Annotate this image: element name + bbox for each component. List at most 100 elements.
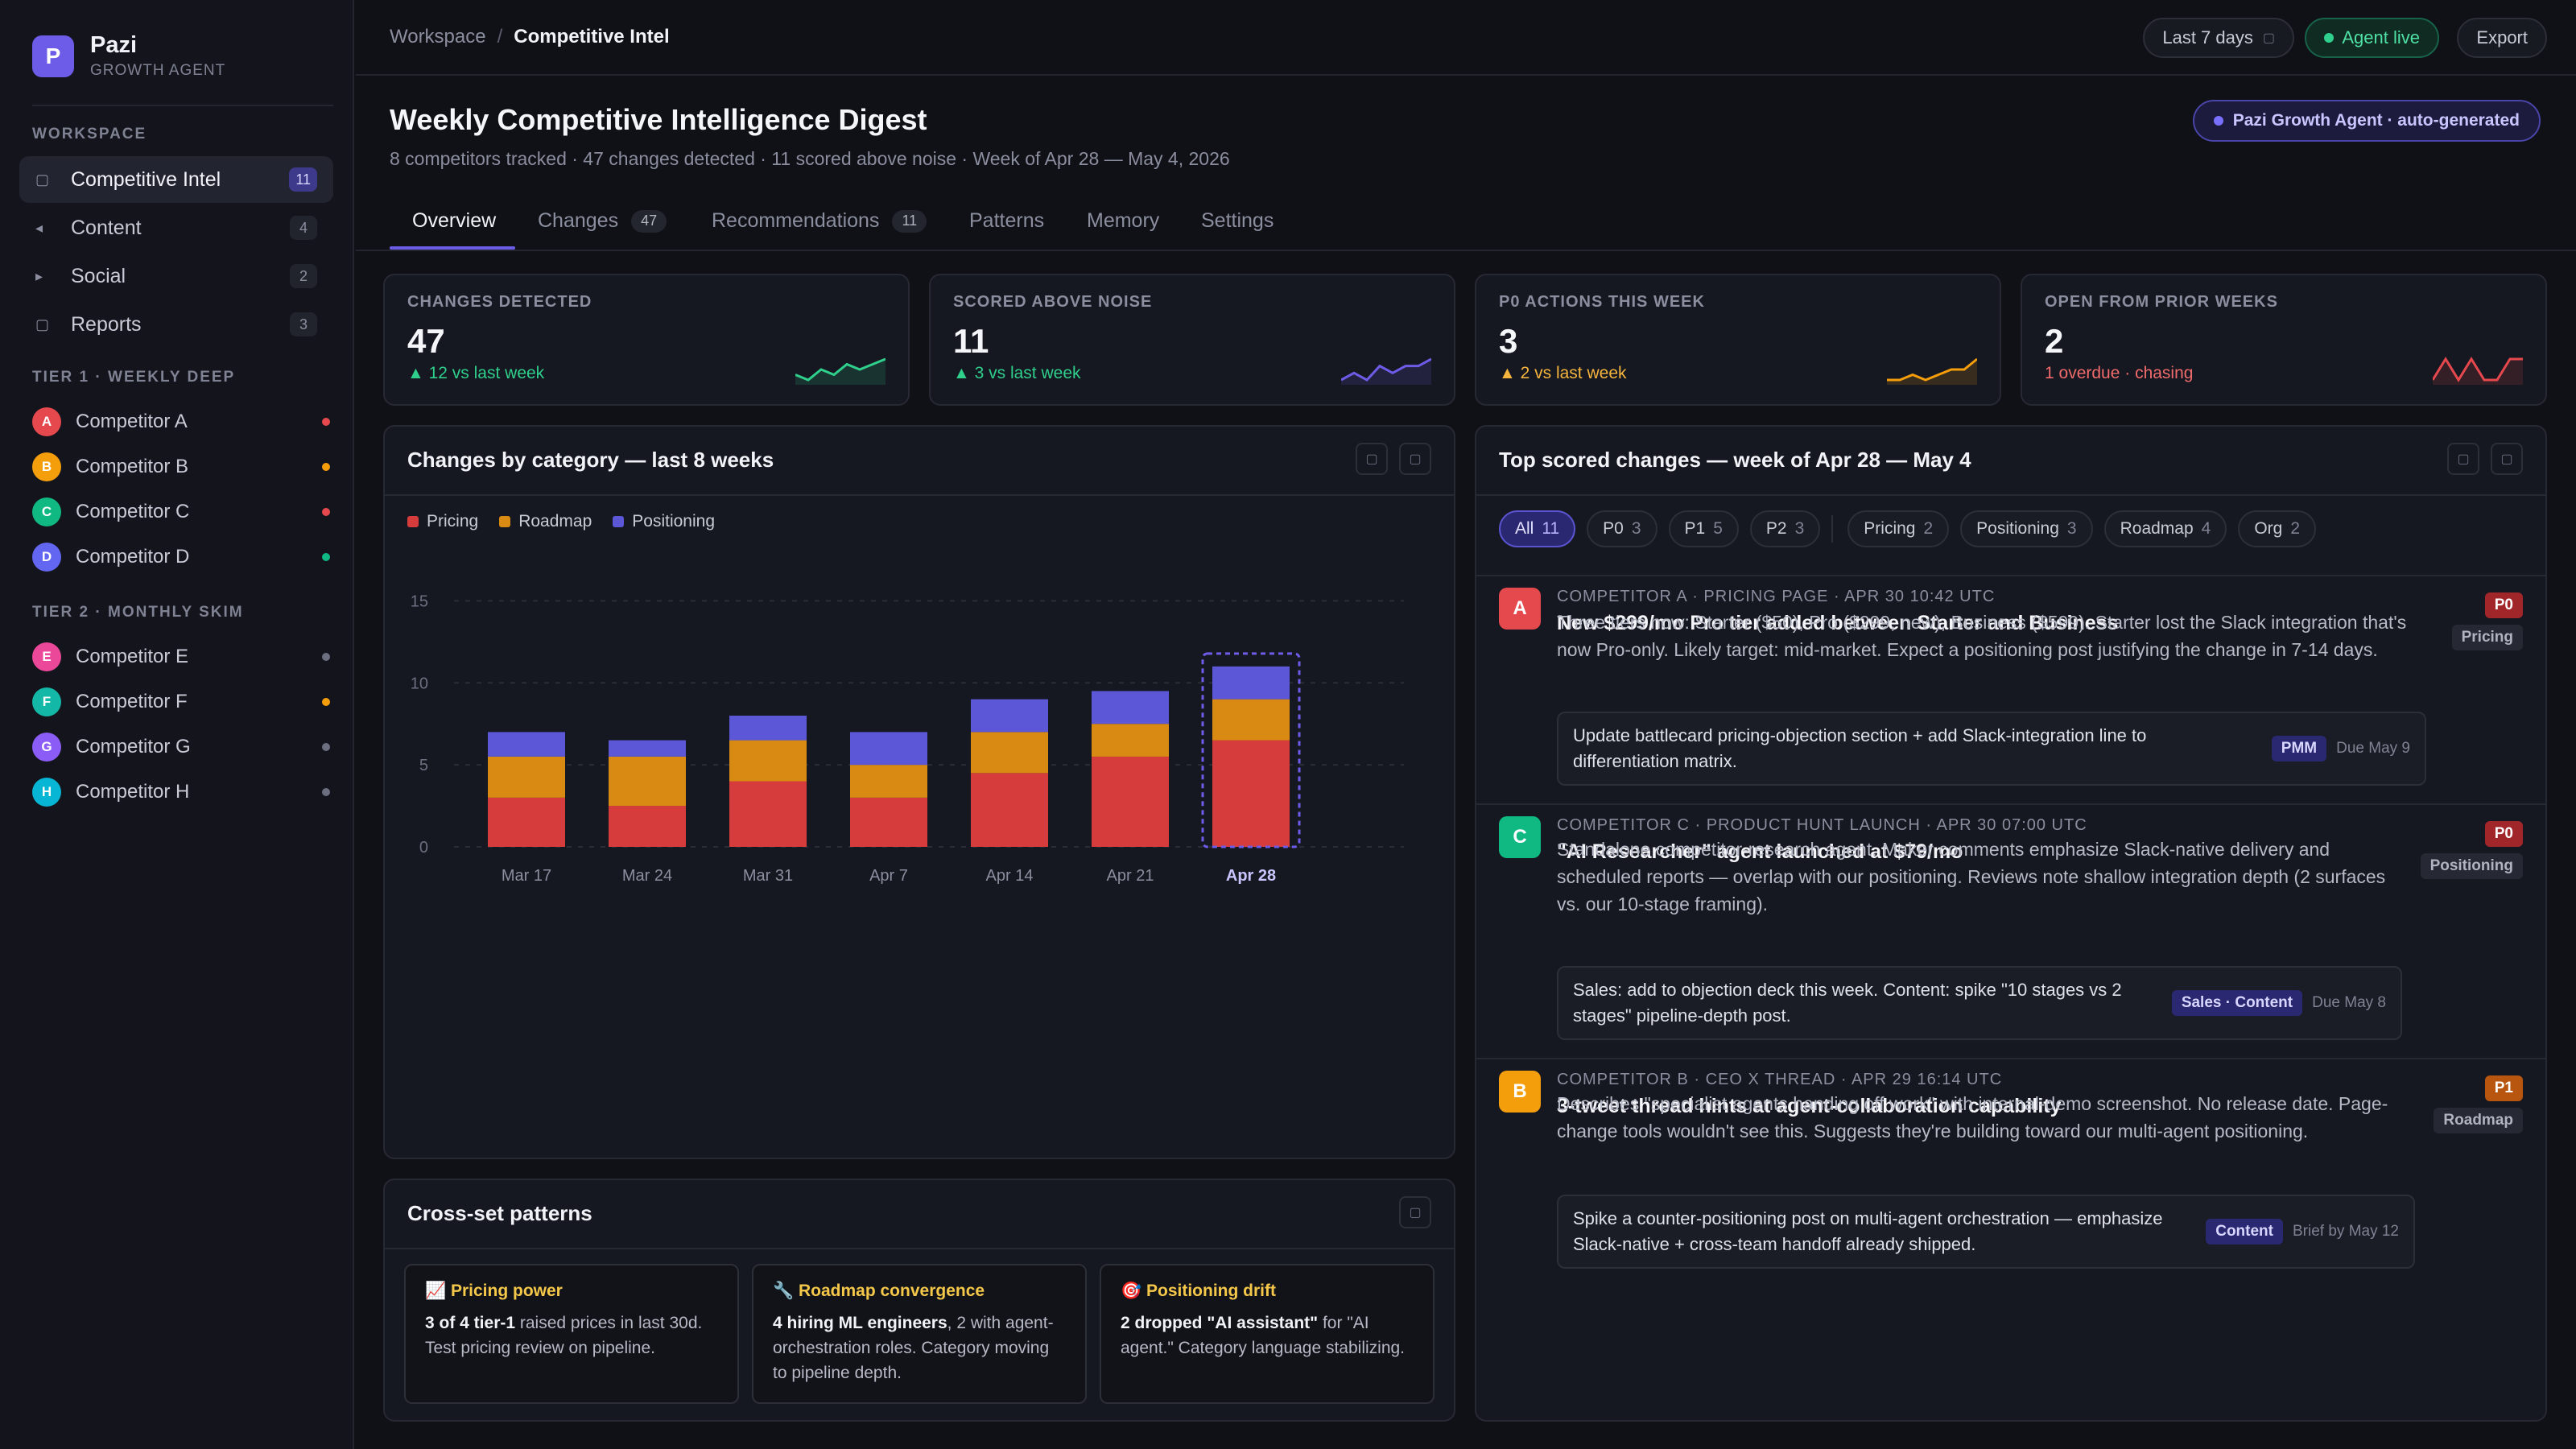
tab-memory[interactable]: Memory [1087,209,1159,233]
recommended-action[interactable]: Spike a counter-positioning post on mult… [1557,1195,2415,1269]
category-tag: Pricing [2451,625,2523,650]
competitor-avatar: C [32,497,61,526]
bar-segment-positioning[interactable] [488,732,565,757]
pattern-card[interactable]: 📈 Pricing power 3 of 4 tier-1 raised pric… [404,1264,739,1404]
bar-segment-roadmap[interactable] [850,765,927,798]
panel-divider [1476,575,2545,576]
competitor-name: Competitor D [76,546,190,568]
tab-changes[interactable]: Changes 47 [538,209,667,233]
more-icon[interactable]: ▢ [1399,443,1431,475]
pattern-highlight: 3 of 4 tier-1 [425,1314,516,1332]
breadcrumb-workspace[interactable]: Workspace [390,26,486,47]
tab-patterns[interactable]: Patterns [969,209,1044,233]
agent-badge-label: Pazi Growth Agent · auto-generated [2232,111,2520,130]
sidebar-item-content[interactable]: ◂ Content 4 [19,204,333,251]
competitor-item[interactable]: C Competitor C [32,493,330,531]
bar-segment-roadmap[interactable] [971,732,1048,774]
competitor-item[interactable]: F Competitor F [32,683,330,721]
filter-chip-org[interactable]: Org 2 [2238,510,2317,547]
pattern-highlight: 2 dropped "AI assistant" [1121,1314,1319,1332]
bar-segment-positioning[interactable] [850,732,927,766]
bar-segment-roadmap[interactable] [609,756,686,807]
bar-segment-positioning[interactable] [1212,666,1290,700]
brand-logo: P [32,35,74,77]
export-button[interactable]: Export [2457,18,2547,58]
tab-recommendations[interactable]: Recommendations 11 [712,209,927,233]
competitor-avatar: D [32,543,61,572]
action-text: Spike a counter-positioning post on mult… [1573,1208,2163,1254]
competitor-item[interactable]: E Competitor E [32,638,330,676]
change-item[interactable]: C COMPETITOR C · PRODUCT HUNT LAUNCH · AP… [1476,816,2545,1040]
bar-segment-pricing[interactable] [488,797,565,847]
filter-chip-p2[interactable]: P2 3 [1749,510,1821,547]
owner-badge: Sales · Content [2171,990,2303,1016]
filter-chip-positioning[interactable]: Positioning 3 [1960,510,2093,547]
pattern-card[interactable]: 🔧 Roadmap convergence 4 hiring ML enginee… [752,1264,1087,1404]
brand[interactable]: P Pazi GROWTH AGENT [32,32,225,80]
tab-overview[interactable]: Overview [412,209,496,233]
change-description: Three tiers now: Starter ($50), Pro ($29… [1557,612,2407,660]
filter-chip-pricing[interactable]: Pricing 2 [1847,510,1950,547]
sidebar-item-reports[interactable]: ▢ Reports 3 [19,301,333,348]
kpi-value: 3 [1499,322,1518,360]
expand-icon[interactable]: ▢ [1356,443,1388,475]
sidebar: P Pazi GROWTH AGENT WORKSPACE ▢ Competit… [0,0,354,1449]
change-meta: COMPETITOR A · PRICING PAGE · APR 30 10:… [1557,588,1996,605]
more-icon[interactable]: ▢ [2491,443,2523,475]
filter-chip-p1[interactable]: P1 5 [1668,510,1739,547]
recommended-action[interactable]: Sales: add to objection deck this week. … [1557,966,2402,1040]
pattern-card[interactable]: 🎯 Positioning drift 2 dropped "AI assista… [1100,1264,1435,1404]
bar-segment-positioning[interactable] [609,740,686,757]
agent-status-label: Agent live [2342,27,2420,47]
change-meta: COMPETITOR C · PRODUCT HUNT LAUNCH · APR… [1557,816,2087,834]
competitor-item[interactable]: D Competitor D [32,538,330,576]
more-icon[interactable]: ▢ [1399,1196,1431,1228]
change-title: New $299/mo Pro tier added between Start… [1557,612,2119,634]
sidebar-item-social[interactable]: ▸ Social 2 [19,253,333,299]
bar-segment-positioning[interactable] [971,699,1048,733]
date-range-label: Last 7 days [2162,27,2253,47]
competitor-item[interactable]: G Competitor G [32,728,330,766]
bar-segment-pricing[interactable] [971,773,1048,847]
bar-segment-pricing[interactable] [1092,756,1169,847]
owner-badge: PMM [2271,736,2327,762]
agent-badge: Pazi Growth Agent · auto-generated [2192,100,2541,142]
agent-live-status[interactable]: Agent live [2305,18,2439,58]
competitor-name: Competitor H [76,781,190,803]
chip-count: 5 [1713,519,1723,538]
chip-label: Pricing [1864,519,1916,538]
sidebar-item-competitive-intel[interactable]: ▢ Competitive Intel 11 [19,156,333,203]
sparkline-line [2433,357,2523,382]
change-item[interactable]: B COMPETITOR B · CEO X THREAD · APR 29 16… [1476,1071,2545,1280]
bar-segment-roadmap[interactable] [1212,699,1290,741]
sparkline-line [795,357,886,382]
tab-label: Settings [1201,209,1274,232]
recommended-action[interactable]: Update battlecard pricing-objection sect… [1557,712,2426,786]
bar-segment-positioning[interactable] [1092,691,1169,724]
competitor-avatar: G [32,733,61,762]
filter-chip-roadmap[interactable]: Roadmap 4 [2103,510,2227,547]
bar-segment-pricing[interactable] [729,781,807,848]
competitor-item[interactable]: H Competitor H [32,773,330,811]
legend-item-pricing[interactable]: Pricing [407,512,478,531]
legend-item-positioning[interactable]: Positioning [613,512,715,531]
filter-chip-p0[interactable]: P0 3 [1587,510,1657,547]
filter-chip-all[interactable]: All 11 [1499,510,1576,547]
bar-segment-roadmap[interactable] [729,740,807,782]
tab-settings[interactable]: Settings [1201,209,1274,233]
bar-segment-roadmap[interactable] [488,756,565,798]
bar-segment-positioning[interactable] [729,716,807,741]
sparkline-line [1887,357,1977,382]
date-range-button[interactable]: Last 7 days ▢ [2143,18,2294,58]
competitor-item[interactable]: A Competitor A [32,402,330,441]
sidebar-divider [32,105,333,106]
change-item[interactable]: A COMPETITOR A · PRICING PAGE · APR 30 10… [1476,588,2545,797]
competitor-item[interactable]: B Competitor B [32,448,330,486]
legend-item-roadmap[interactable]: Roadmap [499,512,592,531]
bar-segment-roadmap[interactable] [1092,724,1169,757]
competitor-name: Competitor A [76,411,188,432]
bar-segment-pricing[interactable] [1212,740,1290,847]
bar-segment-pricing[interactable] [850,797,927,847]
expand-icon[interactable]: ▢ [2447,443,2479,475]
bar-segment-pricing[interactable] [609,806,686,847]
